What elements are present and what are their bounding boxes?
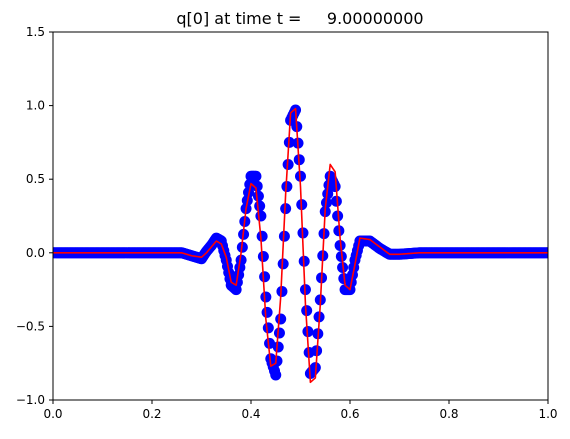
scatter-point <box>235 254 247 266</box>
scatter-point <box>273 327 285 339</box>
plot-frame <box>52 31 549 401</box>
scatter-point <box>277 258 289 270</box>
y-tick-label: 0.5 <box>26 172 45 186</box>
y-tick-label: 0.0 <box>26 246 45 260</box>
scatter-point <box>250 170 262 182</box>
scatter-point <box>276 285 288 297</box>
x-tick-label: 0.2 <box>142 407 161 421</box>
x-tick-label: 0.8 <box>439 407 458 421</box>
scatter-point <box>251 180 263 192</box>
y-tick-label: −0.5 <box>16 319 45 333</box>
plot-background <box>53 32 548 400</box>
scatter-point <box>322 188 334 200</box>
scatter-point <box>262 322 274 334</box>
x-tick-label: 0.0 <box>43 407 62 421</box>
scatter-point <box>252 190 264 202</box>
scatter-point <box>254 200 266 212</box>
scatter-point <box>329 181 341 193</box>
scatter-point <box>256 230 268 242</box>
scatter-point <box>272 341 284 353</box>
x-tick-label: 1.0 <box>538 407 557 421</box>
y-tick-label: −1.0 <box>16 393 45 407</box>
x-tick-label: 0.4 <box>241 407 260 421</box>
scatter-point <box>255 210 267 222</box>
chart-title: q[0] at time t = 9.00000000 <box>176 9 423 28</box>
scatter-point <box>257 250 269 262</box>
scatter-point <box>260 291 272 303</box>
line-series <box>53 107 548 384</box>
y-tick-label: 1.0 <box>26 99 45 113</box>
scatter-point <box>330 195 342 207</box>
scatter-point <box>264 337 276 349</box>
scatter-point <box>332 210 344 222</box>
scatter-point <box>270 369 282 381</box>
x-tick-label: 0.6 <box>340 407 359 421</box>
scatter-point <box>275 313 287 325</box>
axes-ticks: 0.0 0.2 0.4 0.6 0.8 1.0 −1.0 −0.5 0.0 0.5 1.0 1.5 <box>16 25 558 421</box>
scatter-point <box>261 306 273 318</box>
scatter-point <box>259 271 271 283</box>
y-tick-label: 1.5 <box>26 25 45 39</box>
plot-area <box>53 104 548 384</box>
scatter-point <box>301 305 313 317</box>
